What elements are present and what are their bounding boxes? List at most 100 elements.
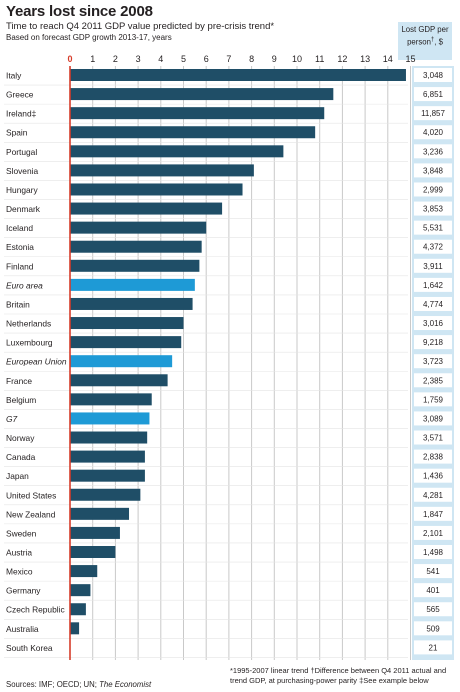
category-label: Canada — [6, 452, 36, 462]
category-label: Austria — [6, 548, 32, 558]
x-tick-label: 3 — [136, 54, 141, 64]
value-box — [414, 220, 452, 235]
footnote: *1995-2007 linear trend †Difference betw… — [230, 666, 446, 686]
bar — [70, 393, 152, 406]
category-label: Estonia — [6, 242, 34, 252]
bar — [70, 507, 130, 520]
x-tick-label: 5 — [181, 54, 186, 64]
value-box — [414, 239, 452, 254]
value-box — [414, 125, 452, 140]
lost-gdp-value: 3,571 — [423, 434, 444, 443]
x-tick-label: 9 — [272, 54, 277, 64]
value-box — [414, 87, 452, 102]
bar — [70, 221, 207, 234]
bar — [70, 584, 91, 597]
category-label: New Zealand — [6, 509, 56, 519]
lost-gdp-value: 2,101 — [423, 529, 444, 538]
category-label: Slovenia — [6, 166, 38, 176]
lost-gdp-value: 2,838 — [423, 453, 444, 462]
footnote-line2: trend GDP, at purchasing-power parity ‡S… — [230, 676, 429, 685]
value-box — [414, 201, 452, 216]
x-tick-label: 6 — [204, 54, 209, 64]
source-note: Sources: IMF; OECD; UN; The Economist — [6, 680, 151, 689]
value-box — [414, 316, 452, 331]
lost-gdp-value: 9,218 — [423, 338, 444, 347]
lost-gdp-value: 6,851 — [423, 90, 444, 99]
bar — [70, 546, 116, 558]
value-box — [414, 392, 452, 407]
category-label: United States — [6, 490, 56, 500]
lost-gdp-value: 1,642 — [423, 281, 444, 290]
lost-gdp-value: 1,847 — [423, 510, 444, 519]
bar — [70, 126, 316, 139]
value-box — [414, 354, 452, 369]
lost-gdp-value: 565 — [426, 605, 440, 614]
category-label: Hungary — [6, 185, 38, 195]
bar — [70, 565, 98, 578]
value-box — [414, 430, 452, 445]
bar — [70, 259, 200, 272]
chart-title: Years lost since 2008 — [6, 3, 153, 20]
value-box — [414, 525, 452, 540]
value-box — [414, 258, 452, 273]
lost-gdp-value: 2,385 — [423, 376, 444, 385]
lost-gdp-value: 1,759 — [423, 395, 444, 404]
category-label: Ireland‡ — [6, 109, 37, 119]
bar — [70, 183, 243, 196]
value-box — [414, 640, 452, 655]
category-label: Spain — [6, 128, 28, 138]
x-tick-label: 0 — [67, 54, 72, 64]
value-box — [414, 583, 452, 598]
lost-gdp-value: 4,774 — [423, 300, 444, 309]
bar — [70, 317, 184, 330]
bar — [70, 355, 173, 368]
bar — [70, 374, 168, 387]
bar — [70, 278, 195, 291]
x-tick-label: 15 — [405, 54, 415, 64]
lost-gdp-value: 4,281 — [423, 491, 444, 500]
lost-gdp-value: 541 — [426, 567, 440, 576]
lost-gdp-value: 3,723 — [423, 357, 444, 366]
bar — [70, 450, 145, 463]
value-box — [414, 106, 452, 121]
lost-gdp-value: 1,436 — [423, 472, 444, 481]
x-tick-label: 8 — [249, 54, 254, 64]
category-label: Netherlands — [6, 319, 51, 329]
category-label: Norway — [6, 433, 35, 443]
footnote-line1: *1995-2007 linear trend †Difference betw… — [230, 666, 447, 675]
value-box — [414, 296, 452, 311]
bar — [70, 526, 120, 539]
bar — [70, 469, 145, 482]
value-box — [414, 449, 452, 464]
lost-gdp-value: 3,911 — [423, 262, 443, 271]
lost-gdp-header-unit: , $ — [434, 37, 443, 47]
lost-gdp-header-person: person — [407, 37, 431, 47]
lost-gdp-value: 3,048 — [423, 71, 444, 80]
lost-gdp-header-mark: † — [430, 37, 435, 43]
bar — [70, 488, 141, 501]
category-label: Iceland — [6, 223, 33, 233]
x-tick-label: 14 — [383, 54, 393, 64]
bar — [70, 88, 334, 101]
value-box — [414, 144, 452, 159]
category-label: Mexico — [6, 567, 33, 577]
x-tick-label: 10 — [292, 54, 302, 64]
chart-subtitle: Time to reach Q4 2011 GDP value predicte… — [6, 21, 275, 32]
x-tick-label: 4 — [158, 54, 163, 64]
lost-gdp-header-line2: person†, $ — [398, 35, 452, 48]
value-box — [414, 564, 452, 579]
value-box — [414, 277, 452, 292]
category-label: European Union — [6, 357, 67, 367]
value-box — [414, 163, 452, 178]
category-label: Germany — [6, 586, 41, 596]
x-tick-label: 13 — [360, 54, 370, 64]
lost-gdp-column-header: Lost GDP per person†, $ — [398, 22, 452, 60]
lost-gdp-value: 11,857 — [421, 109, 445, 118]
value-box — [414, 335, 452, 350]
lost-gdp-value: 4,372 — [423, 243, 444, 252]
bar — [70, 69, 406, 81]
category-label: G7 — [6, 414, 18, 424]
lost-gdp-value: 3,236 — [423, 147, 444, 156]
lost-gdp-value: 401 — [426, 586, 440, 595]
category-label: South Korea — [6, 643, 53, 653]
